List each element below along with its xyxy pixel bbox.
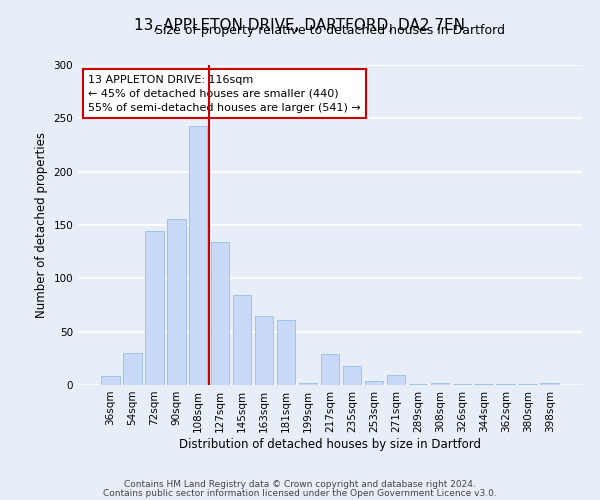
Bar [101,376,119,385]
Bar [299,383,317,385]
Bar [320,354,340,385]
Bar [475,384,493,385]
Bar [123,353,142,385]
Bar [518,384,537,385]
Text: Contains HM Land Registry data © Crown copyright and database right 2024.: Contains HM Land Registry data © Crown c… [124,480,476,489]
Text: Contains public sector information licensed under the Open Government Licence v3: Contains public sector information licen… [103,488,497,498]
Bar [431,383,449,385]
Bar [343,366,361,385]
Text: 13 APPLETON DRIVE: 116sqm
← 45% of detached houses are smaller (440)
55% of semi: 13 APPLETON DRIVE: 116sqm ← 45% of detac… [88,74,361,112]
Bar [189,126,208,385]
Bar [233,296,251,385]
Text: 13, APPLETON DRIVE, DARTFORD, DA2 7EN: 13, APPLETON DRIVE, DARTFORD, DA2 7EN [134,18,466,32]
Bar [145,232,164,385]
Bar [277,320,295,385]
Title: Size of property relative to detached houses in Dartford: Size of property relative to detached ho… [155,24,505,38]
Bar [365,380,383,385]
Bar [496,384,515,385]
Bar [255,316,274,385]
Bar [386,376,405,385]
Bar [452,384,471,385]
Bar [541,383,559,385]
Y-axis label: Number of detached properties: Number of detached properties [35,132,48,318]
Bar [167,218,185,385]
Bar [211,242,229,385]
X-axis label: Distribution of detached houses by size in Dartford: Distribution of detached houses by size … [179,438,481,450]
Bar [409,384,427,385]
